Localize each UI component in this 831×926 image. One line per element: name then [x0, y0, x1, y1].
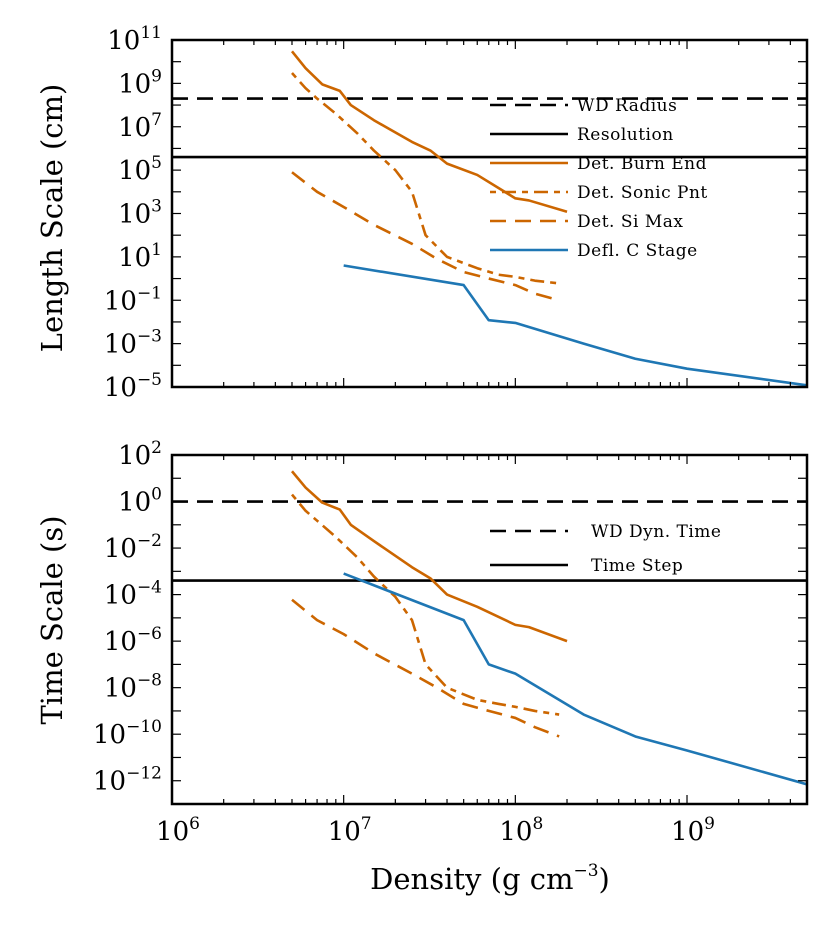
x-axis-label-main: Density (g cm [370, 862, 573, 896]
bottom-y-axis-label: Time Scale (s) [35, 515, 69, 724]
bottom-x-tick-labels: 106 107 108 109 [156, 814, 715, 847]
top-y-tick-labels: 1011 109 107 105 103 101 10−1 10−3 10−5 [104, 23, 162, 403]
top-ytick-label: 103 [118, 197, 162, 230]
bot-ytick-label: 10−6 [104, 624, 162, 657]
bot-ytick-label: 100 [118, 485, 162, 518]
top-ytick-label: 1011 [107, 23, 162, 56]
xtick-label: 109 [671, 814, 715, 847]
top-legend-label: Det. Si Max [577, 212, 683, 232]
x-axis-label-exp: −3 [573, 861, 598, 881]
bot-ytick-label: 10−4 [104, 578, 162, 611]
top-ytick-label: 10−5 [104, 370, 162, 403]
top-series-defl-c-stage [343, 264, 807, 387]
top-panel: 1011 109 107 105 103 101 10−1 10−3 10−5 Length S… [35, 23, 809, 403]
top-plot-frame [170, 38, 809, 389]
top-ytick-label: 10−3 [104, 327, 162, 360]
bottom-legend: WD Dyn. Time Time Step [490, 522, 721, 576]
xtick-label: 108 [499, 814, 543, 847]
top-series-det-sonic-pnt [291, 72, 560, 285]
top-legend-label: Defl. C Stage [577, 241, 698, 261]
bottom-plot-frame [170, 453, 809, 806]
x-axis-label: Density (g cm−3) [370, 861, 610, 896]
bot-ytick-label: 10−10 [93, 717, 162, 750]
bottom-y-tick-labels: 102 100 10−2 10−4 10−6 10−8 10−10 10−12 [93, 438, 162, 797]
bot-ytick-label: 10−2 [104, 531, 162, 564]
bottom-plot-area [171, 454, 808, 805]
bot-series-det-burn-end [290, 470, 568, 643]
xtick-label: 107 [328, 814, 372, 847]
top-series-det-si-max [291, 171, 560, 302]
x-axis-label-close: ) [599, 862, 610, 896]
top-legend-label: Det. Burn End [577, 154, 707, 174]
top-ytick-label: 10−1 [104, 283, 162, 316]
top-series-det-burn-end [290, 50, 568, 214]
bot-series-defl-c-stage [343, 572, 807, 786]
bot-legend-label: Time Step [591, 556, 683, 576]
bot-ytick-label: 10−12 [93, 764, 162, 797]
top-legend-label: Det. Sonic Pnt [577, 183, 708, 203]
bot-ytick-label: 102 [118, 438, 162, 471]
bot-legend-label: WD Dyn. Time [591, 522, 721, 542]
top-legend-label: Resolution [577, 125, 674, 145]
top-plot-area [171, 39, 808, 388]
bot-series-det-sonic-pnt [290, 493, 560, 716]
bot-series-det-si-max [291, 598, 560, 738]
top-ytick-label: 105 [118, 153, 162, 186]
top-axis-ticks [171, 39, 808, 388]
top-legend-label: WD Radius [577, 96, 677, 116]
top-y-axis-label: Length Scale (cm) [35, 84, 69, 353]
top-legend: WD Radius Resolution Det. Burn End Det. Son… [490, 96, 708, 261]
top-ytick-label: 107 [118, 110, 162, 143]
top-ytick-label: 101 [118, 240, 162, 273]
bot-ytick-label: 10−8 [104, 671, 162, 704]
xtick-label: 106 [156, 814, 200, 847]
top-ytick-label: 109 [118, 66, 162, 99]
bot-axis-ticks [171, 454, 808, 805]
